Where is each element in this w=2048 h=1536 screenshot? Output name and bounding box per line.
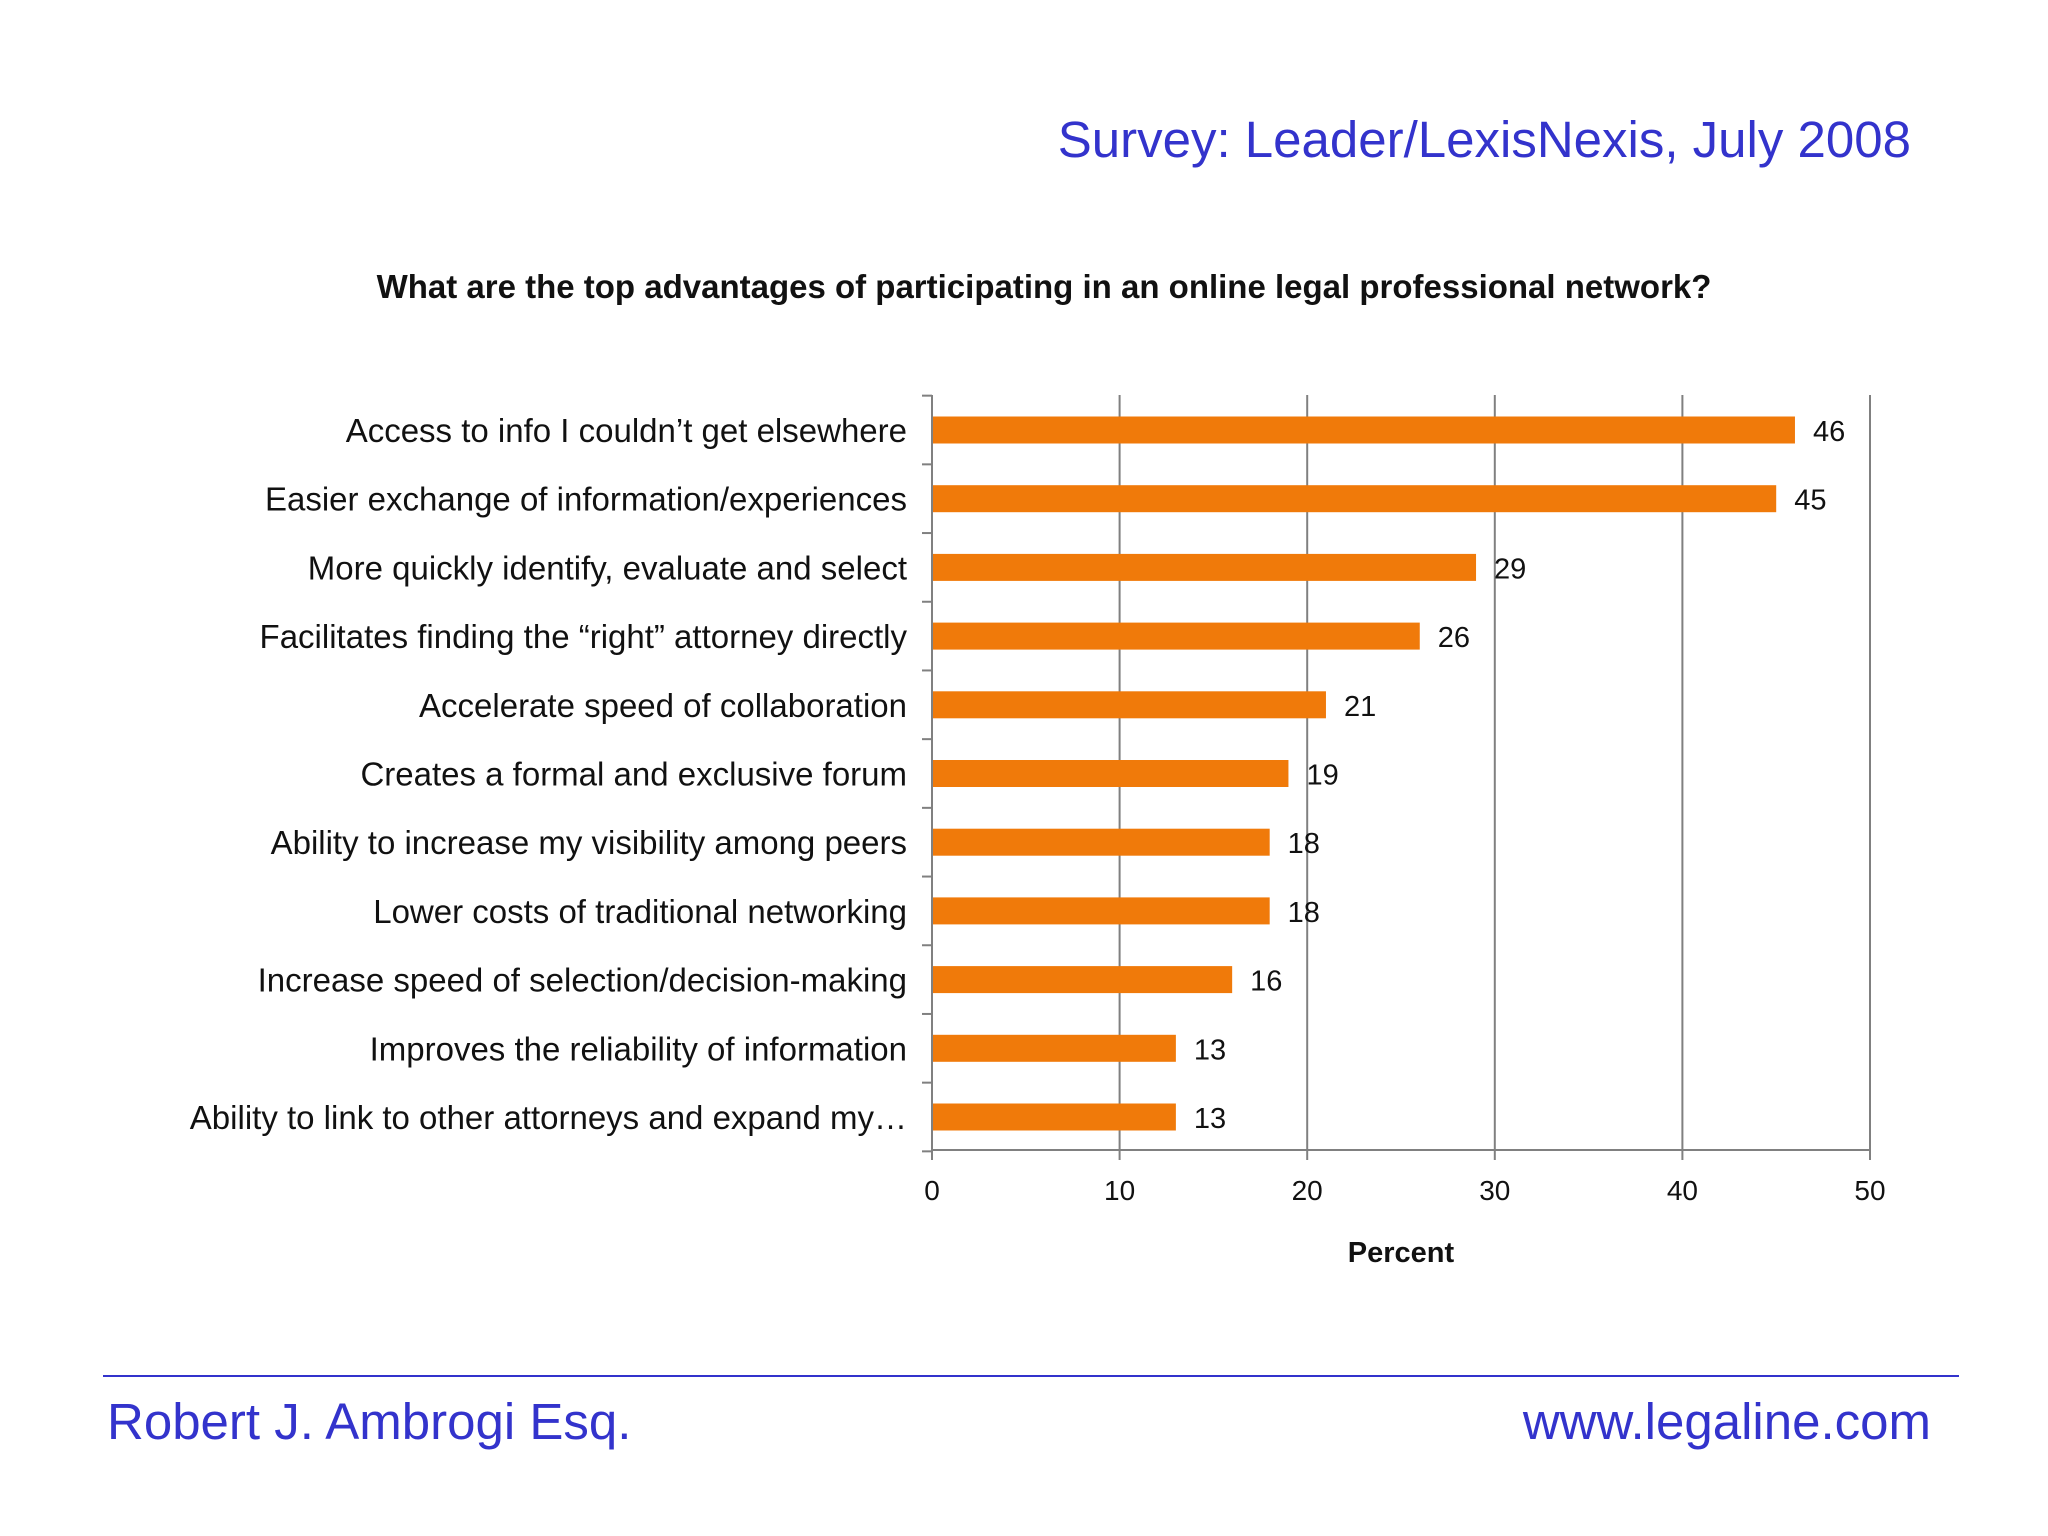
bar <box>933 760 1289 787</box>
category-label: Improves the reliability of information <box>370 1030 907 1067</box>
bar <box>933 897 1270 925</box>
chart-title: What are the top advantages of participa… <box>376 268 1712 305</box>
x-tick-label: 40 <box>1667 1175 1698 1206</box>
category-label: More quickly identify, evaluate and sele… <box>308 549 907 586</box>
category-label: Ability to increase my visibility among … <box>271 824 907 861</box>
x-tick-label: 50 <box>1854 1175 1885 1206</box>
bar <box>933 553 1477 581</box>
bar-chart: 0 10 20 30 40 50 Access to info I couldn’t get… <box>190 394 1886 1269</box>
survey-source-header: Survey: Leader/LexisNexis, July 2008 <box>1057 111 1911 168</box>
data-label: 19 <box>1306 760 1338 792</box>
data-label: 13 <box>1194 1034 1226 1066</box>
x-tick-label: 10 <box>1104 1175 1135 1206</box>
data-label: 16 <box>1250 966 1282 998</box>
data-label: 45 <box>1794 485 1826 517</box>
x-tick-label: 0 <box>924 1175 940 1206</box>
data-label: 13 <box>1194 1103 1226 1135</box>
category-label: Access to info I couldn’t get elsewhere <box>346 412 907 449</box>
data-label: 21 <box>1344 691 1376 723</box>
category-label: Increase speed of selection/decision-mak… <box>258 962 907 999</box>
bar <box>933 1034 1176 1062</box>
x-tick-label: 30 <box>1479 1175 1510 1206</box>
footer-website: www.legaline.com <box>1522 1393 1931 1450</box>
x-tick-label: 20 <box>1292 1175 1323 1206</box>
data-label: 26 <box>1438 622 1470 654</box>
bar <box>933 1103 1176 1131</box>
bar <box>933 622 1420 650</box>
data-label: 46 <box>1813 416 1845 448</box>
category-label: Facilitates finding the “right” attorney… <box>260 618 908 655</box>
data-label: 29 <box>1494 553 1526 585</box>
bars <box>933 416 1795 1131</box>
category-label: Creates a formal and exclusive forum <box>360 756 907 793</box>
bar <box>933 485 1777 513</box>
labels: 0 10 20 30 40 50 Access to info I couldn’t get… <box>190 412 1886 1206</box>
category-label: Lower costs of traditional networking <box>373 893 907 930</box>
bar <box>933 416 1795 444</box>
category-label: Accelerate speed of collaboration <box>419 687 907 724</box>
category-label: Ability to link to other attorneys and e… <box>190 1099 907 1136</box>
footer-author: Robert J. Ambrogi Esq. <box>107 1393 632 1450</box>
footer-divider <box>103 1375 1959 1377</box>
category-label: Easier exchange of information/experienc… <box>265 481 907 518</box>
axes <box>922 394 1871 1160</box>
x-axis-title: Percent <box>1348 1237 1455 1269</box>
data-label: 18 <box>1288 828 1320 860</box>
bar <box>933 691 1326 719</box>
bar <box>933 828 1270 856</box>
bar <box>933 966 1233 994</box>
data-label: 18 <box>1288 897 1320 929</box>
